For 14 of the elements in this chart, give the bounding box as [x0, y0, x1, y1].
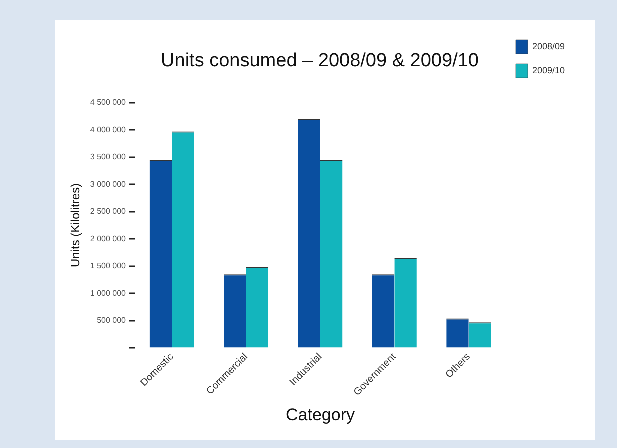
y-tick-label: 2 500 000 — [90, 207, 127, 216]
chart-title: Units consumed – 2008/09 & 2009/10 — [161, 50, 479, 72]
y-tick-label: 3 000 000 — [90, 180, 127, 189]
y-tick-label: 1 500 000 — [90, 262, 127, 271]
legend-label: 2009/10 — [532, 65, 566, 76]
y-tick-label: 500 000 — [97, 316, 127, 326]
y-tick-label: 3 500 000 — [90, 152, 127, 162]
y-axis-title: Units (Kilolitres) — [68, 183, 83, 268]
legend-label: 2008/09 — [532, 41, 566, 52]
y-tick-label: 4 500 000 — [90, 98, 127, 108]
y-tick-label: 4 000 000 — [90, 125, 127, 134]
x-axis-title: Category — [286, 405, 356, 424]
y-tick-label: 1 000 000 — [90, 288, 127, 298]
y-tick-label: 2 000 000 — [90, 234, 127, 244]
